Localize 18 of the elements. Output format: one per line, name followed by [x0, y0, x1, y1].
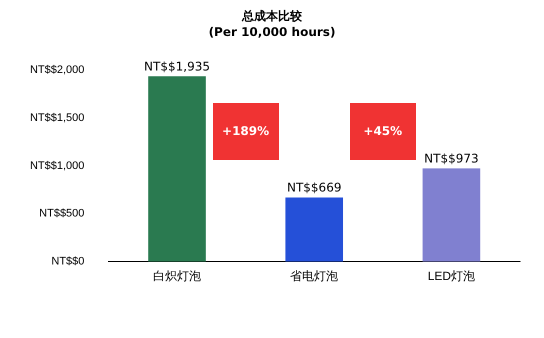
y-tick-label: NT$$0: [51, 256, 84, 268]
y-tick-label: NT$$500: [39, 208, 84, 220]
bar: [148, 76, 206, 262]
data-label: NT$$669: [286, 180, 342, 195]
y-tick-label: NT$$1,500: [30, 112, 84, 124]
callout-box: +45%: [350, 102, 416, 160]
x-tick-label: 省电灯泡: [290, 269, 338, 284]
callout-box: +189%: [212, 102, 279, 160]
data-label: NT$$973: [424, 152, 479, 166]
bar: [422, 168, 480, 262]
x-tick-label: LED灯泡: [428, 269, 476, 284]
chart-subtitle: (Per 10,000 hours): [208, 24, 336, 40]
bar: [285, 198, 344, 262]
y-tick-label: NT$$2,000: [30, 64, 84, 76]
chart-title: 总成本比较: [240, 8, 303, 24]
y-tick-label: NT$$1,000: [30, 160, 84, 172]
data-label: NT$$1,935: [144, 59, 210, 74]
x-tick-label: 白炽灯泡: [153, 269, 202, 284]
